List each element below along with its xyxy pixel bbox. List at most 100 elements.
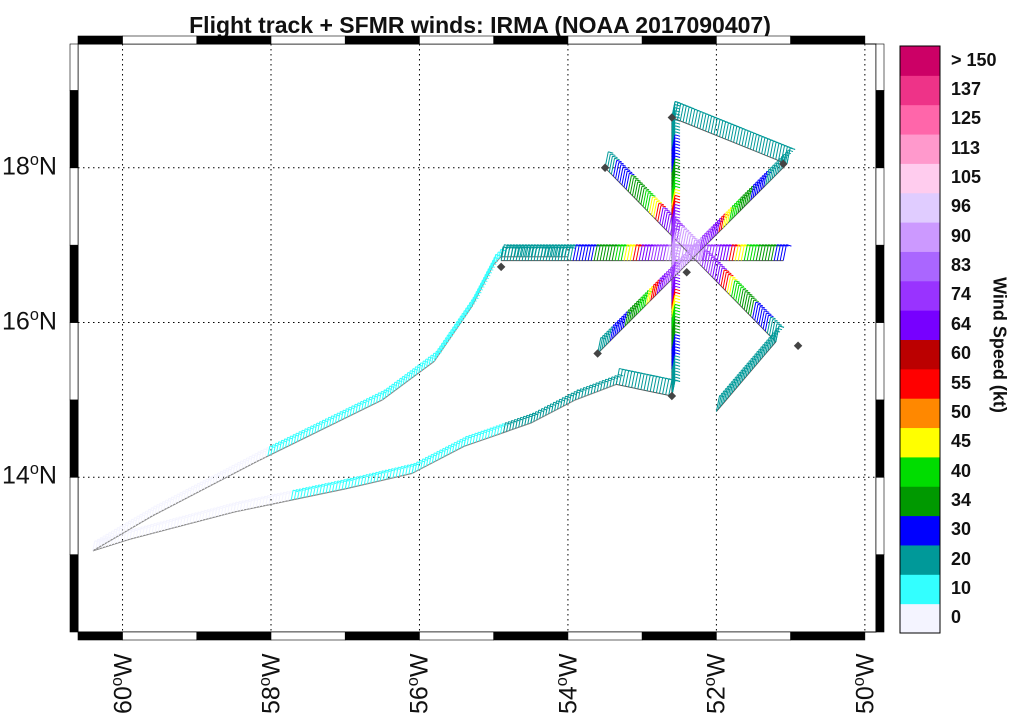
wind-barb (748, 186, 753, 203)
wind-barb (323, 418, 327, 429)
wind-barb-flag (679, 258, 685, 261)
wind-barb (491, 257, 495, 268)
wind-barb-flag (674, 303, 681, 307)
wind-barb-flag (743, 194, 749, 197)
wind-barb-flag (674, 125, 681, 128)
wind-barb-flag (665, 209, 671, 212)
wind-barb (470, 296, 474, 308)
flight-track-segment (530, 399, 576, 424)
wind-barb (114, 527, 118, 538)
colorbar-tick-label: 74 (951, 284, 972, 305)
wind-barb (322, 483, 326, 494)
wind-barb-flag (609, 328, 615, 331)
wind-barb (671, 134, 676, 151)
wind-barb-flag (674, 219, 681, 222)
wind-barb (460, 437, 464, 448)
wind-barb (671, 310, 676, 327)
wind-barb-flag (721, 392, 727, 396)
wind-barb (557, 399, 561, 410)
wind-barb (749, 244, 754, 261)
colorbar-bin (900, 75, 940, 106)
wind-barb (622, 311, 627, 329)
wind-barb (754, 179, 759, 196)
wind-barb (230, 502, 234, 513)
wind-barb (599, 244, 604, 261)
wind-barb-flag (627, 170, 633, 174)
wind-barb (615, 368, 620, 385)
wind-barb (763, 138, 769, 155)
wind-barb (198, 511, 202, 522)
wind-barb-flag (674, 285, 681, 289)
wind-barb (441, 340, 445, 351)
wind-barb (671, 155, 676, 173)
wind-barb (337, 411, 341, 422)
wind-barb-flag (631, 174, 637, 178)
wind-barb-flag (675, 220, 681, 223)
wind-barb (703, 252, 708, 269)
wind-barb (617, 164, 622, 181)
wind-barb (721, 121, 727, 138)
wind-barb-flag (729, 383, 735, 386)
wind-barb (671, 186, 676, 203)
wind-barb-flag (685, 251, 692, 255)
wind-barb (764, 315, 769, 332)
wind-barb (693, 110, 699, 127)
wind-barb (603, 330, 608, 348)
colorbar-tick-label: 60 (951, 343, 972, 364)
wind-barb (730, 125, 735, 142)
wind-barb-flag (674, 222, 681, 225)
wind-barb (428, 454, 432, 465)
wind-barb (671, 370, 676, 388)
wind-barb (578, 388, 581, 399)
wind-barb (562, 395, 566, 407)
wind-barb (293, 489, 297, 500)
wind-barb-flag (715, 221, 721, 225)
wind-barb (668, 379, 673, 396)
wind-barb (704, 244, 709, 261)
wind-barb-flag (654, 198, 660, 202)
wind-barb-flag (641, 296, 647, 299)
wind-barb (551, 402, 555, 413)
wind-barb (659, 207, 664, 224)
wind-barb (527, 414, 531, 425)
colorbar-bin (900, 134, 940, 164)
wind-barb-flag (717, 263, 724, 266)
wind-barb (752, 134, 757, 151)
wind-barb (527, 244, 532, 261)
wind-barb (326, 417, 330, 428)
wind-barb (332, 481, 336, 492)
wind-barb-flag (519, 246, 525, 249)
turn-point-marker (682, 267, 691, 277)
wind-barb (755, 244, 760, 261)
wind-barb (741, 291, 746, 308)
colorbar-tick-label: 113 (951, 137, 981, 158)
wind-barb (743, 293, 748, 310)
colorbar-tick-label: 34 (951, 489, 972, 510)
wind-barb (716, 119, 721, 136)
wind-barb (671, 234, 676, 251)
wind-barb-flag (757, 350, 763, 354)
frame-segment (790, 35, 866, 45)
frame-segment (641, 35, 717, 45)
wind-barb-flag (774, 321, 780, 324)
wind-barb (137, 514, 141, 525)
wind-barb (649, 375, 654, 392)
wind-barb (671, 240, 676, 257)
wind-barb (671, 358, 676, 375)
wind-barb (440, 448, 444, 459)
wind-barb (98, 537, 101, 548)
wind-barb-flag (700, 236, 706, 240)
wind-barb (741, 192, 746, 209)
wind-barb-flag (674, 158, 681, 162)
wind-barb-flag (713, 224, 719, 227)
wind-barb-flag (674, 294, 681, 298)
colorbar-bin (900, 251, 940, 282)
wind-barb (707, 256, 713, 274)
frame-segment (493, 35, 569, 45)
wind-barb (718, 267, 723, 284)
wind-barb-flag (737, 374, 743, 377)
wind-barb (652, 376, 657, 393)
wind-barb-flag (768, 314, 774, 318)
wind-barb (643, 374, 648, 391)
wind-barb (126, 530, 130, 541)
